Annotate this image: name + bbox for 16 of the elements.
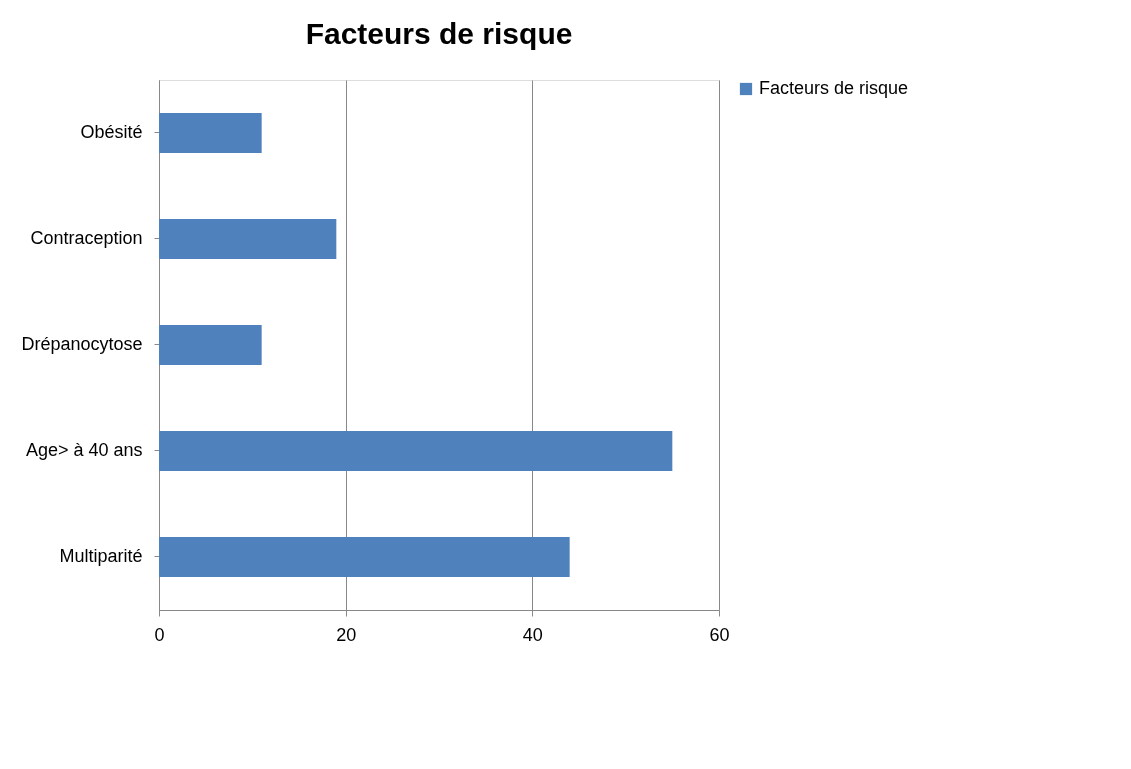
bar <box>159 431 673 471</box>
y-tick-label: Contraception <box>30 228 143 248</box>
x-tick-label: 20 <box>336 624 357 645</box>
bar <box>159 219 337 259</box>
x-tick-label: 40 <box>522 624 543 645</box>
legend-label: Facteurs de risque <box>759 78 909 98</box>
bar <box>159 325 262 365</box>
bar <box>159 537 570 577</box>
x-tick-label: 0 <box>154 624 165 645</box>
chart-title: Facteurs de risque <box>305 17 573 50</box>
y-tick-label: Obésité <box>80 122 143 142</box>
y-tick-label: Drépanocytose <box>21 334 143 354</box>
x-tick-label: 60 <box>709 624 730 645</box>
y-tick-label: Multiparité <box>59 546 143 566</box>
y-tick-label: Age> à 40 ans <box>25 440 143 460</box>
bar <box>159 113 262 153</box>
